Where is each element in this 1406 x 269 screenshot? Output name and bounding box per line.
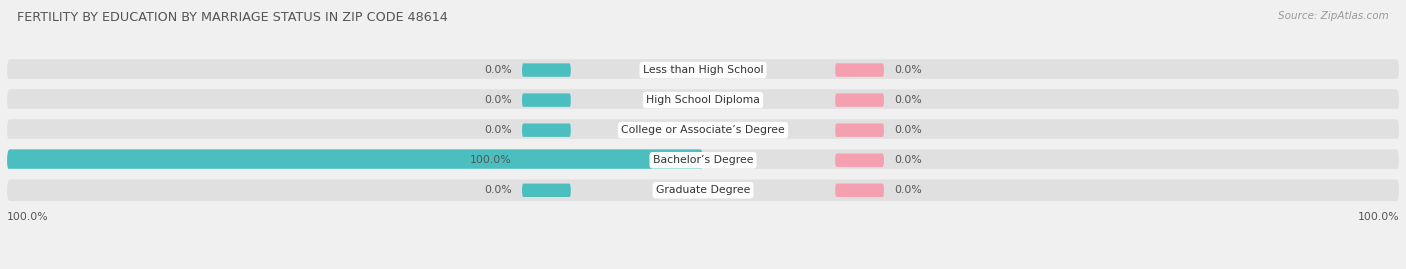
Text: Source: ZipAtlas.com: Source: ZipAtlas.com [1278,11,1389,21]
Text: 0.0%: 0.0% [894,95,922,105]
Text: 0.0%: 0.0% [894,125,922,135]
FancyBboxPatch shape [7,119,1399,141]
Text: 0.0%: 0.0% [894,65,922,75]
Text: 0.0%: 0.0% [484,95,512,105]
Text: 100.0%: 100.0% [1357,212,1399,222]
Text: 0.0%: 0.0% [484,125,512,135]
FancyBboxPatch shape [7,179,1399,201]
FancyBboxPatch shape [522,63,571,77]
FancyBboxPatch shape [7,149,703,171]
Text: Less than High School: Less than High School [643,65,763,75]
FancyBboxPatch shape [522,123,571,137]
Text: 100.0%: 100.0% [7,212,49,222]
FancyBboxPatch shape [522,183,571,197]
FancyBboxPatch shape [835,183,884,197]
Text: 0.0%: 0.0% [894,155,922,165]
Text: FERTILITY BY EDUCATION BY MARRIAGE STATUS IN ZIP CODE 48614: FERTILITY BY EDUCATION BY MARRIAGE STATU… [17,11,447,24]
FancyBboxPatch shape [835,154,884,167]
Text: High School Diploma: High School Diploma [647,95,759,105]
FancyBboxPatch shape [7,59,1399,81]
Text: College or Associate’s Degree: College or Associate’s Degree [621,125,785,135]
FancyBboxPatch shape [522,93,571,107]
Text: Graduate Degree: Graduate Degree [655,185,751,195]
FancyBboxPatch shape [835,63,884,77]
FancyBboxPatch shape [835,93,884,107]
FancyBboxPatch shape [522,154,571,167]
FancyBboxPatch shape [7,149,1399,171]
Text: 0.0%: 0.0% [484,185,512,195]
Text: Bachelor’s Degree: Bachelor’s Degree [652,155,754,165]
Text: 0.0%: 0.0% [894,185,922,195]
FancyBboxPatch shape [835,123,884,137]
Text: 0.0%: 0.0% [484,65,512,75]
Text: 100.0%: 100.0% [470,155,512,165]
FancyBboxPatch shape [7,89,1399,111]
